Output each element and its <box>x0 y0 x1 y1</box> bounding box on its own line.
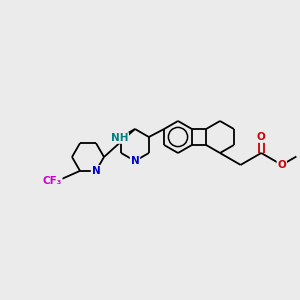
Text: NH: NH <box>111 133 128 143</box>
Text: O: O <box>257 132 266 142</box>
Text: N: N <box>130 156 140 166</box>
Text: N: N <box>92 166 100 176</box>
Text: O: O <box>278 160 286 170</box>
Text: CF₃: CF₃ <box>42 176 62 186</box>
